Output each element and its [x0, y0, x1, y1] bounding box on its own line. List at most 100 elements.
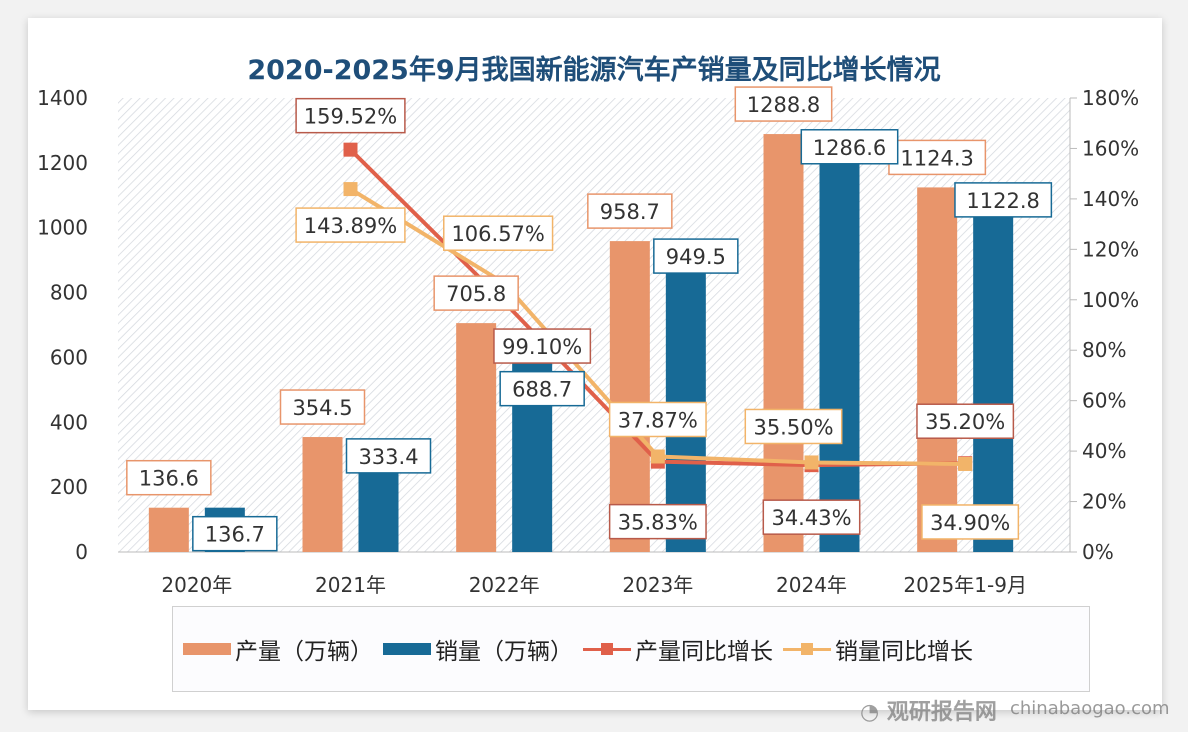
- bar-data-label-box: [734, 86, 833, 122]
- line-point: [343, 182, 358, 197]
- line-data-label-box: [295, 97, 406, 134]
- legend-swatch: [183, 643, 231, 655]
- bar-data-label: 1122.8: [966, 189, 1039, 213]
- y-left-tick-label: 200: [50, 475, 88, 499]
- bar-data-label-box: [800, 129, 899, 165]
- y-right-tick-label: 20%: [1082, 490, 1126, 514]
- legend-item-production-yoy: 产量同比增长: [583, 632, 773, 666]
- line-data-label-box: [608, 503, 707, 540]
- legend-item-sales: 销量（万辆）: [383, 632, 573, 666]
- bar-data-label-box: [888, 139, 987, 176]
- watermark-url: chinabaogao.com: [1010, 698, 1170, 719]
- y-right-tick-label: 160%: [1082, 136, 1139, 160]
- line-data-label-box: [921, 504, 1020, 540]
- bar-data-label-box: [345, 438, 432, 474]
- y-left-tick-label: 1000: [37, 216, 88, 240]
- bar-data-label: 688.7: [512, 378, 572, 402]
- bar-data-label: 958.7: [600, 200, 660, 224]
- y-left-tick-label: 800: [50, 281, 88, 305]
- bar-data-label: 136.6: [139, 467, 199, 491]
- bar-data-label-box: [126, 459, 212, 496]
- bar-data-label-box: [653, 238, 739, 274]
- bar-production: [456, 323, 497, 552]
- line-data-label: 34.43%: [771, 506, 851, 530]
- x-tick-label: 2025年1-9月: [903, 573, 1027, 597]
- bar-data-label-box: [954, 182, 1053, 218]
- line-data-label: 37.87%: [618, 408, 698, 432]
- y-right-tick-label: 40%: [1082, 439, 1126, 463]
- bar-data-label: 1124.3: [900, 146, 973, 170]
- y-right-tick-label: 60%: [1082, 389, 1126, 413]
- y-left-tick-label: 600: [50, 345, 88, 369]
- bar-data-label-box: [587, 193, 673, 229]
- y-left-tick-label: 1200: [37, 151, 88, 175]
- bar-production: [917, 187, 958, 552]
- y-right-tick-label: 120%: [1082, 237, 1139, 261]
- line-data-label-box: [608, 401, 707, 438]
- line-data-label: 35.20%: [925, 410, 1005, 434]
- legend-label: 销量（万辆）: [435, 639, 573, 665]
- y-right-tick-label: 180%: [1082, 86, 1139, 110]
- line-data-label: 35.83%: [618, 511, 698, 535]
- y-right-tick-label: 140%: [1082, 187, 1139, 211]
- bar-production: [302, 437, 343, 552]
- bar-production: [609, 241, 650, 552]
- line-data-label-box: [443, 215, 554, 251]
- legend-swatch: [583, 642, 631, 655]
- legend-swatch: [383, 643, 431, 655]
- line-data-label: 35.50%: [753, 415, 833, 439]
- bar-sales: [512, 328, 553, 552]
- line-data-label-box: [295, 207, 406, 243]
- bar-data-label: 705.8: [446, 282, 506, 306]
- line-point: [804, 455, 819, 470]
- legend-swatch: [783, 642, 831, 655]
- x-tick-label: 2024年: [776, 573, 847, 597]
- bar-sales: [819, 134, 860, 553]
- watermark-logo: ◔ 观研报告网: [860, 700, 997, 725]
- x-tick-label: 2020年: [161, 573, 232, 597]
- y-left-tick-label: 400: [50, 410, 88, 434]
- line-data-label: 99.10%: [502, 335, 582, 359]
- legend-label: 销量同比增长: [835, 639, 973, 665]
- x-tick-label: 2023年: [622, 573, 693, 597]
- legend-item-sales-yoy: 销量同比增长: [783, 632, 973, 666]
- bar-data-label-box: [192, 515, 278, 552]
- bar-data-label-box: [499, 370, 585, 407]
- line-data-label-box: [493, 328, 592, 364]
- x-tick-label: 2022年: [469, 573, 540, 597]
- bar-data-label: 1288.8: [747, 93, 820, 117]
- y-left-tick-label: 1400: [37, 86, 88, 110]
- legend-item-production: 产量（万辆）: [183, 632, 373, 666]
- bar-data-label: 354.5: [292, 396, 352, 420]
- bar-sales: [973, 187, 1014, 552]
- line-data-label-box: [744, 408, 843, 445]
- bar-data-label: 136.7: [205, 523, 265, 547]
- legend-label: 产量同比增长: [635, 639, 773, 665]
- line-data-label: 159.52%: [304, 105, 397, 129]
- watermark-logo-icon: ◔: [860, 700, 887, 725]
- bar-data-label: 333.4: [358, 445, 418, 469]
- bar-production: [148, 507, 189, 552]
- line-data-label-box: [916, 403, 1015, 439]
- line-data-label: 143.89%: [304, 214, 397, 238]
- y-right-tick-label: 100%: [1082, 288, 1139, 312]
- bar-data-label: 949.5: [666, 245, 726, 269]
- y-left-tick-label: 0: [75, 540, 88, 564]
- line-point: [958, 456, 973, 471]
- bar-production: [763, 134, 804, 552]
- line-point: [650, 449, 665, 464]
- line-point: [343, 142, 358, 157]
- bar-data-label-box: [279, 389, 366, 425]
- line-data-label: 106.57%: [451, 222, 544, 246]
- x-tick-label: 2021年: [315, 573, 386, 597]
- y-right-tick-label: 0%: [1082, 540, 1114, 564]
- legend-label: 产量（万辆）: [235, 639, 373, 665]
- bar-sales: [665, 244, 706, 553]
- chart-title: 2020-2025年9月我国新能源汽车产销量及同比增长情况: [247, 55, 941, 86]
- bar-data-label: 1286.6: [813, 136, 886, 160]
- legend: 产量（万辆） 销量（万辆） 产量同比增长 销量同比增长: [172, 606, 1090, 692]
- y-right-tick-label: 80%: [1082, 338, 1126, 362]
- bar-data-label-box: [433, 275, 519, 311]
- line-data-label-box: [762, 499, 861, 535]
